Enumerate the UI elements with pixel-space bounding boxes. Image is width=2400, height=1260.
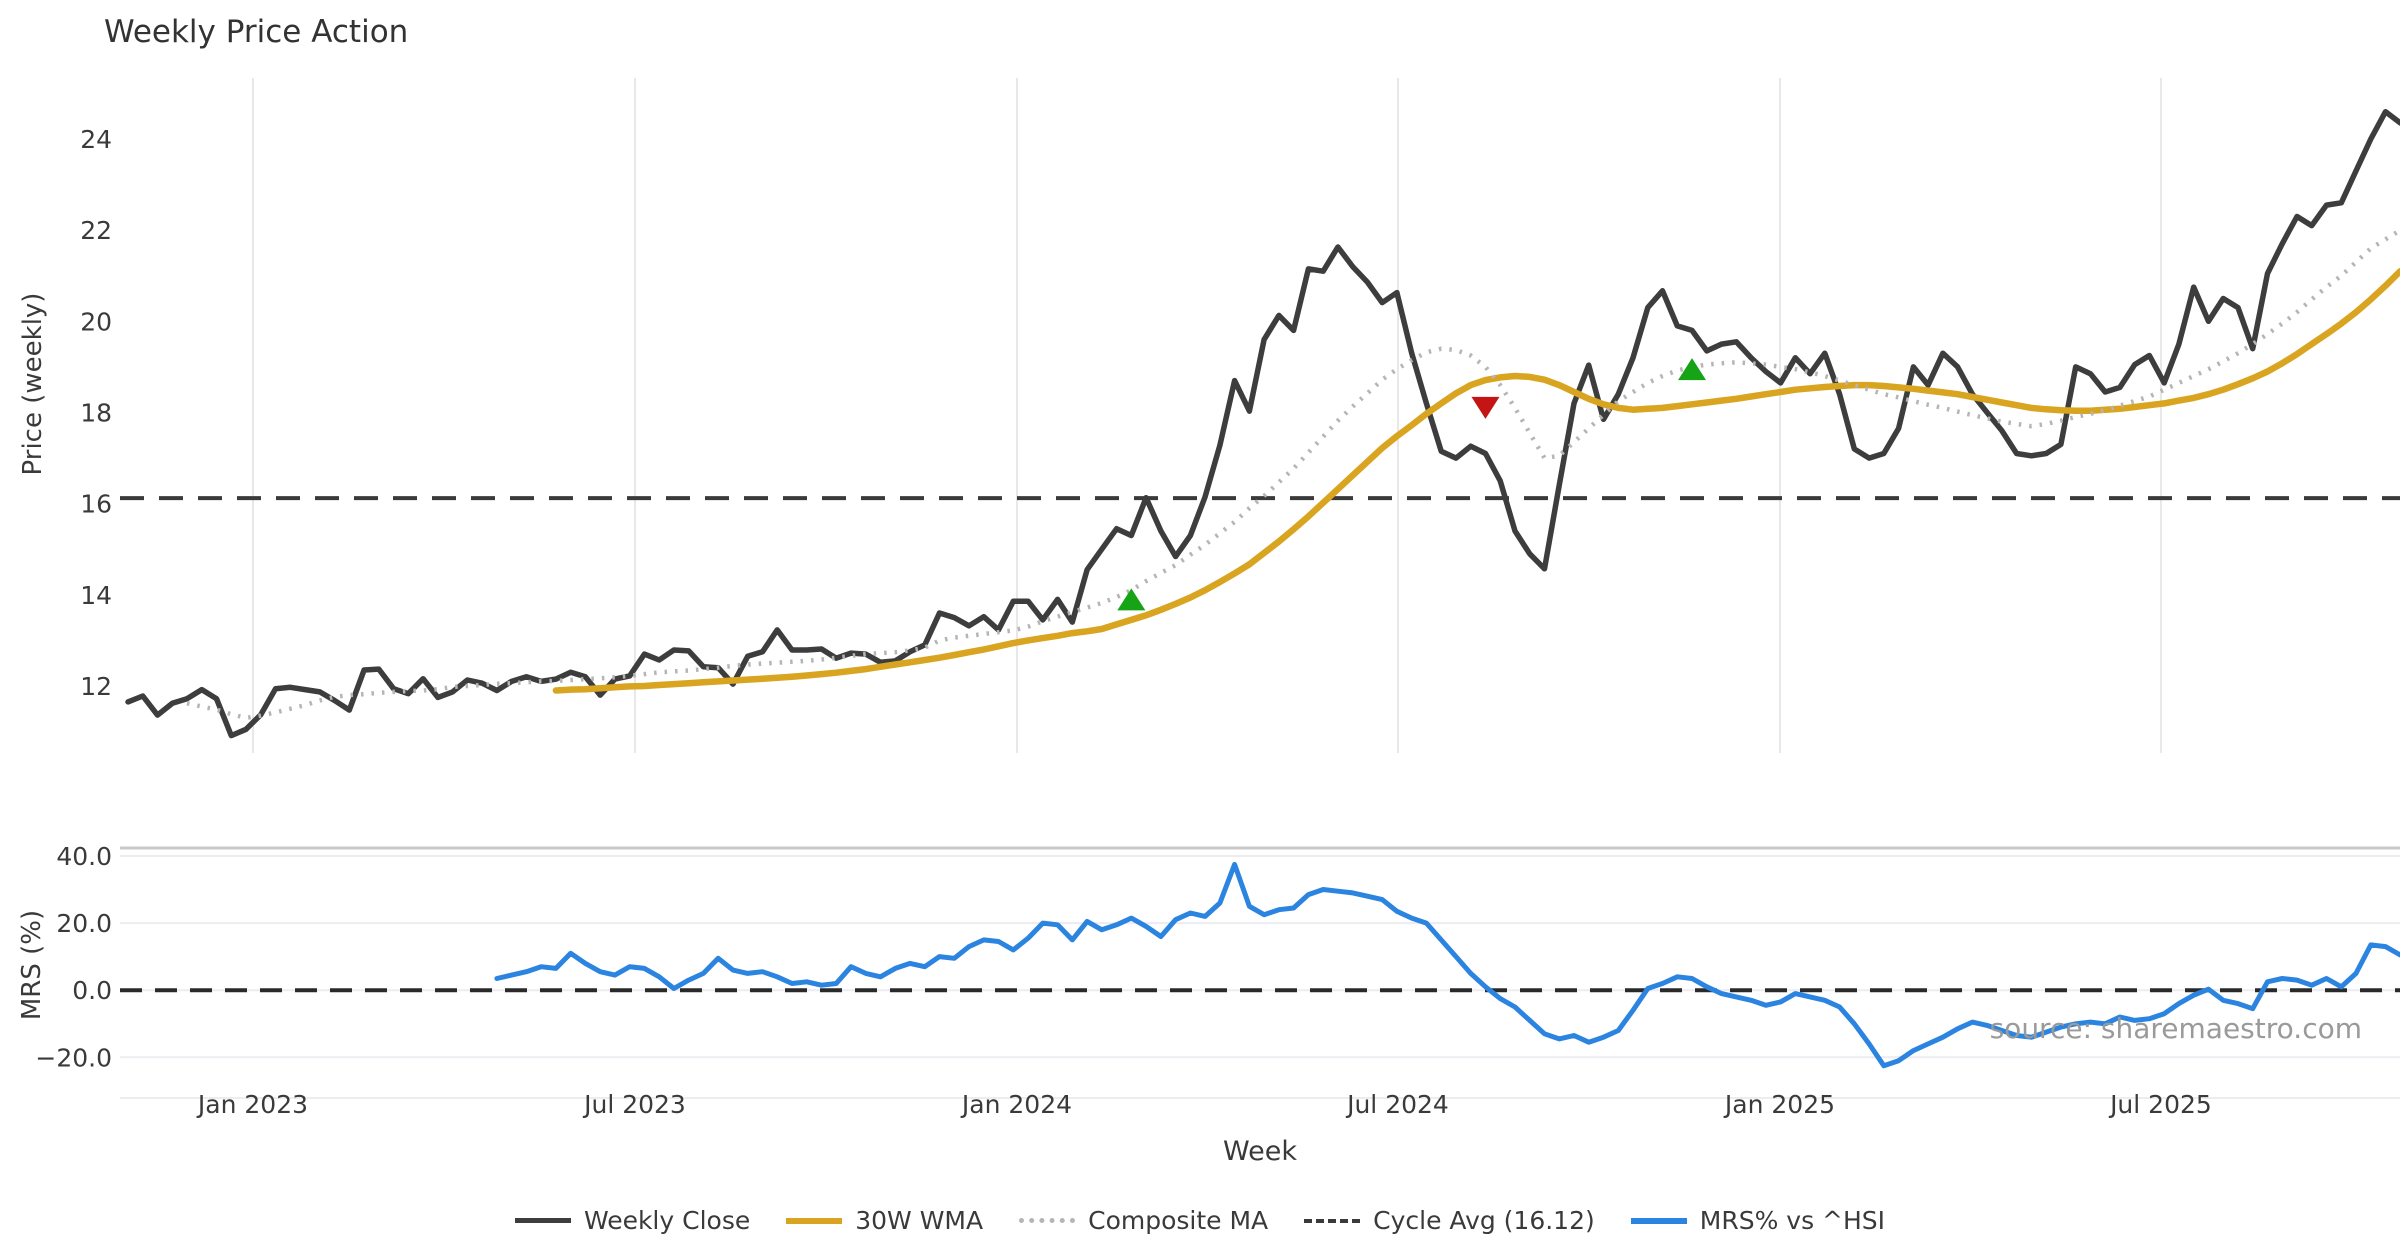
legend-label: Weekly Close [583, 1206, 751, 1235]
legend-swatch-solid [786, 1217, 843, 1224]
legend-item: Cycle Avg (16.12) [1304, 1206, 1595, 1235]
mrs-tick-label: 20.0 [56, 909, 112, 938]
mrs-tick-label: −20.0 [35, 1043, 112, 1072]
price-tick-label: 24 [80, 125, 112, 154]
mrs-axis-label: MRS (%) [17, 909, 47, 1021]
x-axis-label: Week [1223, 1136, 1297, 1167]
price-tick-label: 22 [80, 216, 112, 245]
legend-swatch-dashed [1304, 1218, 1361, 1223]
price-tick-label: 20 [80, 307, 112, 336]
legend-item: Composite MA [1019, 1206, 1268, 1235]
buy-signal-marker [1678, 358, 1707, 381]
mrs-tick-label: 40.0 [56, 842, 112, 871]
legend-item: Weekly Close [514, 1206, 751, 1235]
buy-signal-marker [1117, 588, 1146, 611]
mrs-line [494, 861, 2400, 1069]
legend-swatch-solid [1630, 1217, 1687, 1224]
legend-label: Composite MA [1088, 1206, 1269, 1235]
x-tick-label: Jan 2025 [1723, 1090, 1835, 1119]
wma30-line [552, 267, 2400, 694]
price-tick-label: 18 [80, 398, 112, 427]
weekly-close-line [125, 108, 2400, 739]
source-watermark: source: sharemaestro.com [1989, 1012, 2362, 1045]
legend-label: 30W WMA [855, 1206, 984, 1235]
legend-swatch-dotted [1019, 1218, 1076, 1223]
price-tick-label: 12 [80, 672, 112, 701]
x-tick-label: Jan 2024 [960, 1090, 1072, 1119]
x-tick-label: Jan 2023 [196, 1090, 308, 1119]
x-tick-label: Jul 2023 [582, 1090, 686, 1119]
x-tick-label: Jul 2025 [2108, 1090, 2212, 1119]
legend-label: Cycle Avg (16.12) [1373, 1206, 1595, 1235]
legend-item: 30W WMA [786, 1206, 983, 1235]
legend: Weekly Close 30W WMA Composite MA Cycle Avg… [0, 1206, 2400, 1235]
legend-swatch-solid [514, 1218, 571, 1223]
composite-ma-line [186, 228, 2400, 721]
mrs-tick-label: 0.0 [72, 976, 112, 1005]
price-tick-label: 14 [80, 581, 112, 610]
legend-item: MRS% vs ^HSI [1630, 1206, 1886, 1235]
legend-label: MRS% vs ^HSI [1699, 1206, 1886, 1235]
price-axis-label: Price (weekly) [18, 292, 48, 476]
sell-signal-marker [1471, 396, 1500, 419]
x-tick-label: Jul 2024 [1345, 1090, 1449, 1119]
price-tick-label: 16 [80, 490, 112, 519]
chart-title: Weekly Price Action [104, 14, 409, 50]
